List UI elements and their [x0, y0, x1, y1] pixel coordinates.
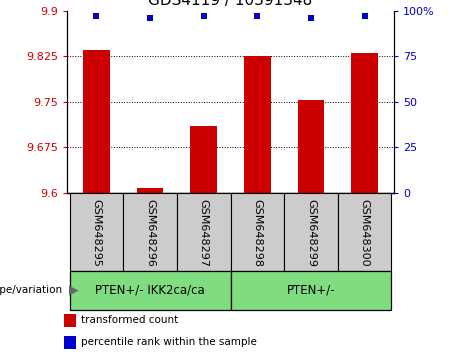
- Text: percentile rank within the sample: percentile rank within the sample: [81, 337, 257, 348]
- Text: GSM648298: GSM648298: [252, 199, 262, 267]
- Bar: [70, 193, 123, 271]
- Text: GSM648295: GSM648295: [91, 199, 101, 267]
- Bar: [190, 126, 217, 193]
- Text: GSM648297: GSM648297: [199, 199, 209, 267]
- Text: PTEN+/- IKK2ca/ca: PTEN+/- IKK2ca/ca: [95, 284, 205, 297]
- Point: [93, 13, 100, 19]
- Text: GSM648300: GSM648300: [360, 199, 370, 267]
- Bar: [177, 193, 230, 271]
- Text: transformed count: transformed count: [81, 315, 178, 325]
- Point: [200, 13, 207, 19]
- Point: [361, 13, 368, 19]
- Title: GDS4119 / 10391348: GDS4119 / 10391348: [148, 0, 313, 8]
- Bar: [338, 193, 391, 271]
- Bar: [230, 271, 391, 310]
- Bar: [136, 188, 164, 193]
- Bar: [65, 314, 76, 326]
- Point: [254, 13, 261, 19]
- Text: ▶: ▶: [69, 284, 79, 297]
- Bar: [65, 336, 76, 349]
- Bar: [123, 193, 177, 271]
- Text: PTEN+/-: PTEN+/-: [287, 284, 335, 297]
- Point: [146, 15, 154, 21]
- Text: GSM648296: GSM648296: [145, 199, 155, 267]
- Bar: [230, 193, 284, 271]
- Bar: [244, 56, 271, 193]
- Text: genotype/variation: genotype/variation: [0, 285, 62, 295]
- Text: GSM648299: GSM648299: [306, 199, 316, 267]
- Point: [307, 15, 315, 21]
- Bar: [83, 50, 110, 193]
- Bar: [351, 53, 378, 193]
- Bar: [284, 193, 338, 271]
- Bar: [297, 100, 325, 193]
- Bar: [70, 271, 230, 310]
